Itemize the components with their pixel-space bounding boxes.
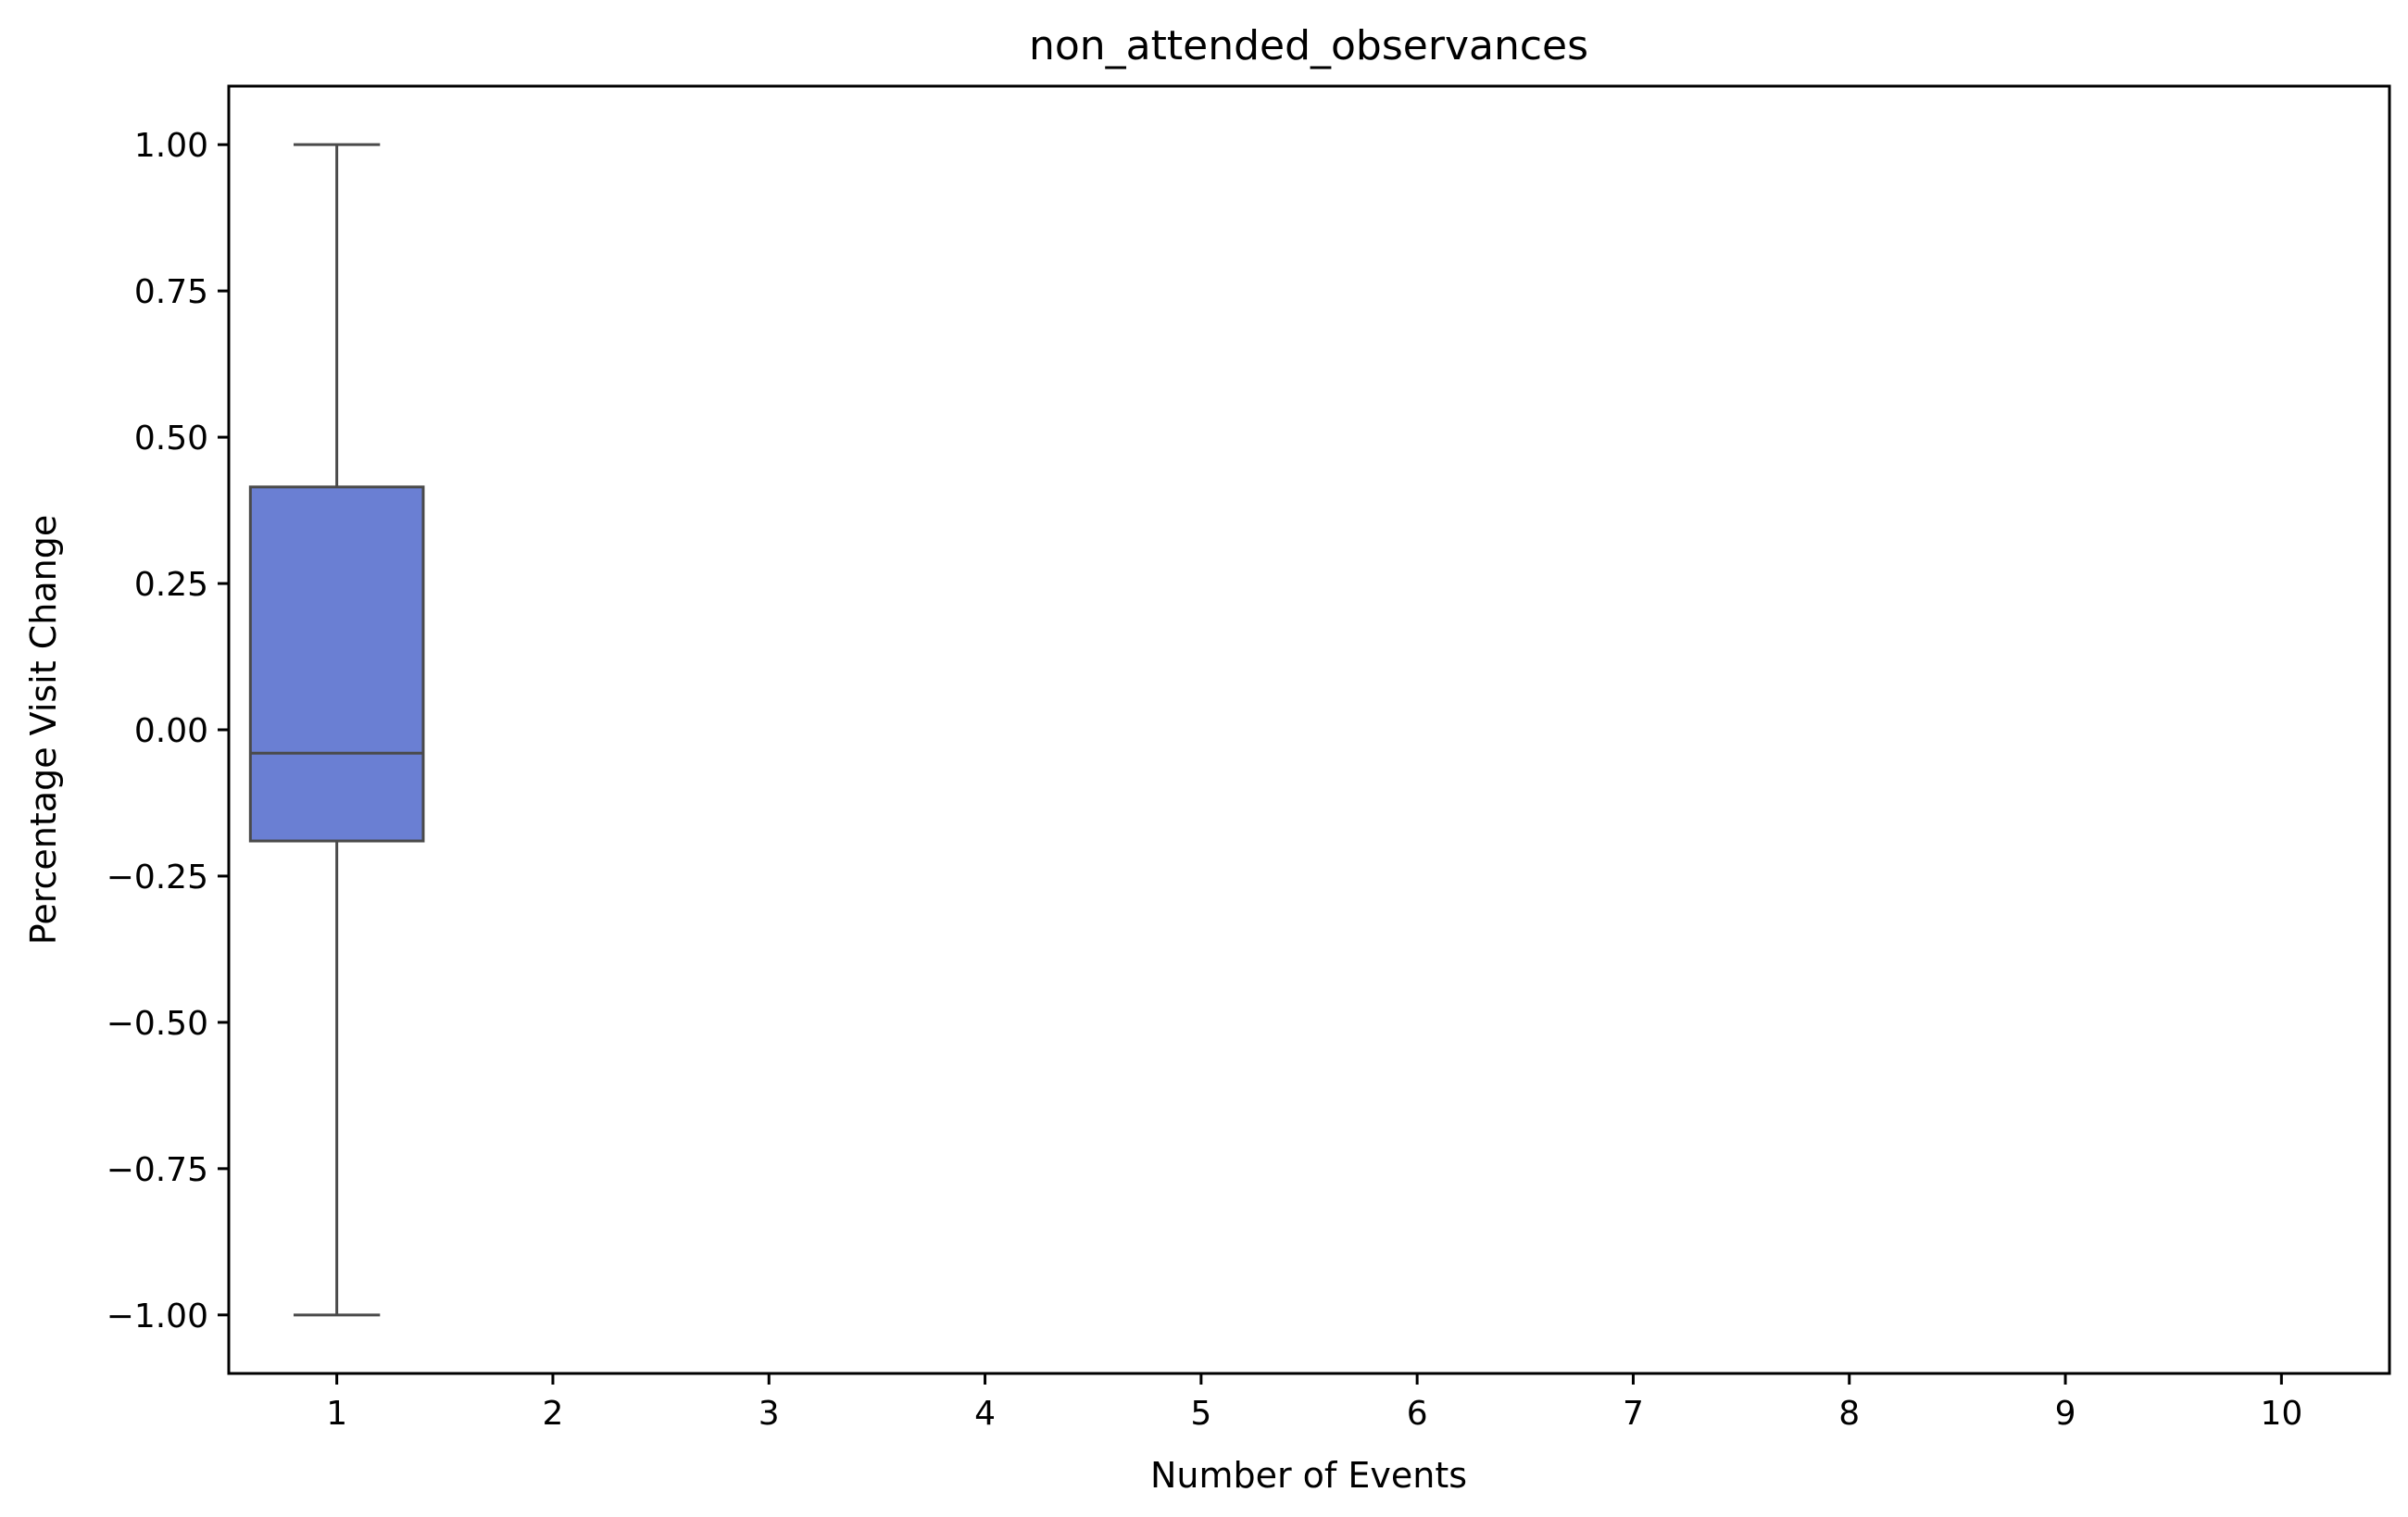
plot-frame [227,84,2391,1375]
x-tick-label: 7 [1623,1395,1644,1433]
y-tick-label: 0.75 [134,273,208,311]
x-tick-label: 6 [1407,1395,1428,1433]
y-tick-label: 0.50 [134,420,208,458]
x-axis-label: Number of Events [1150,1455,1467,1496]
plot-area [248,143,425,1317]
y-tick-label: 0.00 [134,712,208,750]
x-tick-label: 2 [542,1395,563,1433]
y-tick-label: −1.00 [107,1298,208,1335]
x-tick-label: 5 [1190,1395,1211,1433]
chart-title: non_attended_observances [1029,22,1588,69]
y-tick-label: 1.00 [134,127,208,165]
y-axis-label: Percentage Visit Change [23,515,64,945]
box-body [248,485,425,843]
x-tick-label: 1 [326,1395,347,1433]
axes: 1.00 0.75 0.50 0.25 0.00 −0.25 −0.50 −0.75 −1.00… [107,84,2391,1433]
y-tick-label: 0.25 [134,566,208,604]
y-tick-label: −0.75 [107,1151,208,1189]
y-tick-label: −0.25 [107,859,208,896]
x-tick-label: 9 [2055,1395,2076,1433]
y-tick-label: −0.50 [107,1005,208,1043]
box-1 [248,143,425,1317]
x-tick-label: 10 [2260,1395,2302,1433]
x-tick-label: 3 [759,1395,780,1433]
x-tick-label: 4 [974,1395,996,1433]
x-tick-label: 8 [1838,1395,1860,1433]
